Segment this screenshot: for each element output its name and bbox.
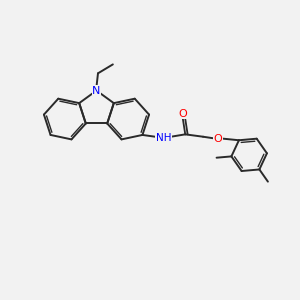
Text: N: N	[92, 85, 101, 96]
Text: O: O	[178, 109, 187, 118]
Text: NH: NH	[156, 133, 172, 143]
Text: O: O	[214, 134, 222, 143]
